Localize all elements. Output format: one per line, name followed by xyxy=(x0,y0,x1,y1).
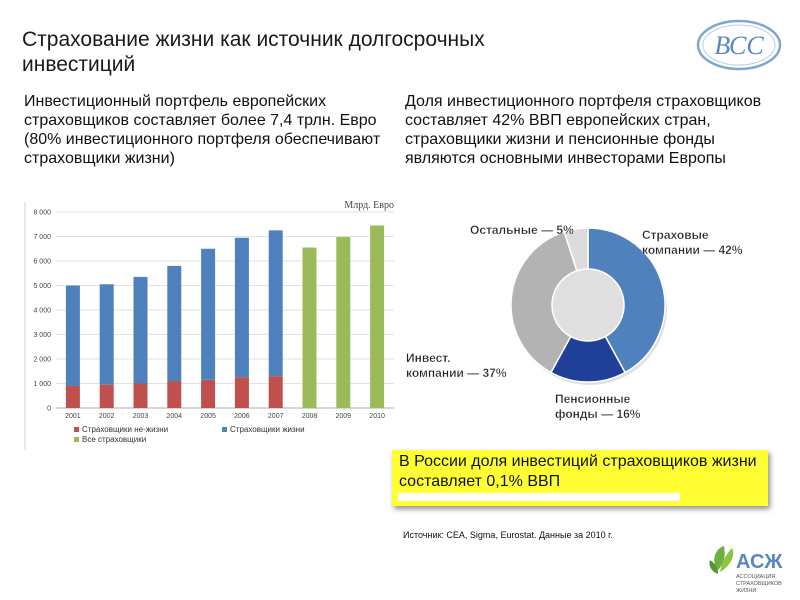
right-paragraph: Доля инвестиционного портфеля страховщик… xyxy=(405,93,762,167)
x-tick-label: 2006 xyxy=(234,413,250,420)
bar-all xyxy=(370,225,385,408)
y-tick-label: 5 000 xyxy=(33,283,51,290)
pie-slice xyxy=(563,227,589,272)
bar-life xyxy=(99,284,114,385)
bar-all xyxy=(336,236,351,408)
asz-line1: АССОЦИАЦИЯ xyxy=(736,574,775,580)
unit-label: Млрд. Евро xyxy=(344,200,394,211)
y-tick-label: 1 000 xyxy=(33,381,51,388)
bar-nonlife xyxy=(201,379,216,408)
pie-label: Страховые компании — 42% xyxy=(642,228,743,257)
asz-line3: ЖИЗНИ xyxy=(736,588,756,594)
bar-nonlife xyxy=(268,376,283,408)
legend-label: Все страховщики xyxy=(82,435,146,444)
pie-label: Инвест. компании — 37% xyxy=(406,351,507,380)
legend-label: Страховщики жизни xyxy=(230,425,305,434)
x-tick-label: 2002 xyxy=(99,413,115,420)
left-paragraph: Инвестиционный портфель европейских стра… xyxy=(24,93,381,167)
x-tick-label: 2009 xyxy=(336,413,352,420)
y-tick-label: 6 000 xyxy=(33,259,51,266)
bar-life xyxy=(268,230,283,377)
bar-life xyxy=(65,285,80,386)
pie-slice xyxy=(587,227,666,374)
legend-swatch xyxy=(74,427,79,432)
page-title: Страхование жизни как источник долгосроч… xyxy=(22,28,485,76)
callout-text: В России доля инвестиций страховщиков жи… xyxy=(399,453,757,490)
y-tick-label: 0 xyxy=(47,406,51,413)
pie-chart: Страховые компании — 42% Пенсионные фонды —… xyxy=(406,223,743,421)
x-tick-label: 2005 xyxy=(200,413,216,420)
source-note: Источник: CEA, Sigma, Eurostat. Данные з… xyxy=(403,530,613,540)
callout-underline xyxy=(398,493,680,501)
asz-logo: АСЖ АССОЦИАЦИЯ СТРАХОВЩИКОВ ЖИЗНИ xyxy=(709,546,783,594)
bar-life xyxy=(167,265,182,382)
asz-line2: СТРАХОВЩИКОВ xyxy=(736,581,782,587)
svg-text:ВСС: ВСС xyxy=(714,31,764,60)
bar-all xyxy=(302,247,317,408)
vss-logo: ВСС xyxy=(696,19,782,71)
pie-label: Остальные — 5% xyxy=(470,223,574,237)
bar-nonlife xyxy=(167,381,182,408)
legend-label: Страховщики не-жизни xyxy=(82,425,168,434)
bar-life xyxy=(133,276,148,384)
asz-abbr: АСЖ xyxy=(736,551,783,573)
legend-swatch xyxy=(74,437,79,442)
y-tick-label: 8 000 xyxy=(33,210,51,217)
x-tick-label: 2010 xyxy=(369,413,385,420)
bar-nonlife xyxy=(99,384,114,408)
legend-swatch xyxy=(222,427,227,432)
bar-nonlife xyxy=(65,385,80,408)
x-tick-label: 2004 xyxy=(167,413,183,420)
x-tick-label: 2001 xyxy=(65,413,81,420)
bar-chart: 0 1 000 2 000 3 000 4 000 5 000 6 000 7 000 8 00… xyxy=(24,200,394,450)
y-tick-label: 7 000 xyxy=(33,234,51,241)
pie-slice xyxy=(510,230,578,374)
bar-life xyxy=(201,248,216,380)
bar-life xyxy=(234,237,249,378)
bar-nonlife xyxy=(133,383,148,408)
russia-callout: В России доля инвестиций страховщиков жи… xyxy=(392,450,768,506)
y-tick-label: 4 000 xyxy=(33,308,51,315)
bar-nonlife xyxy=(234,377,249,408)
x-tick-label: 2003 xyxy=(133,413,149,420)
x-tick-label: 2008 xyxy=(302,413,318,420)
x-tick-label: 2007 xyxy=(268,413,284,420)
y-tick-label: 3 000 xyxy=(33,332,51,339)
y-tick-label: 2 000 xyxy=(33,357,51,364)
pie-label: Пенсионные фонды — 16% xyxy=(555,392,641,421)
